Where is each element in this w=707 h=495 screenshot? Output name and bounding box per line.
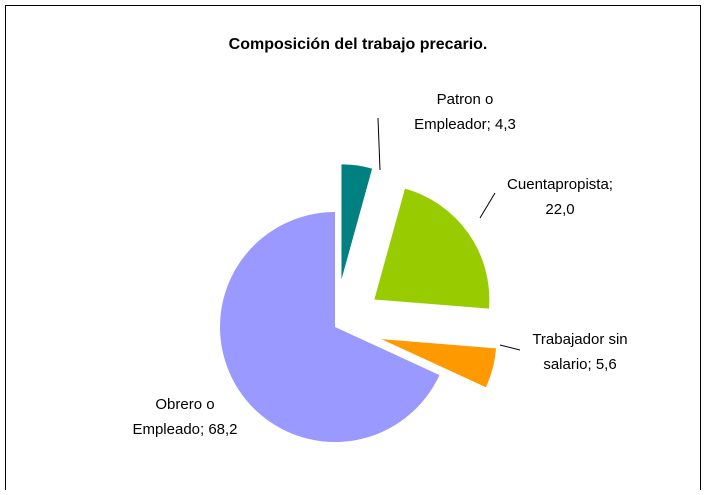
data-label: salario; 5,6 (543, 356, 616, 373)
pie-slice (341, 164, 373, 280)
data-label: Cuentapropista; (507, 176, 613, 193)
data-label: Patron o (437, 91, 494, 108)
chart-title: Composición del trabajo precario. (229, 36, 488, 53)
data-label: 22,0 (545, 201, 574, 218)
leader-line (377, 117, 381, 171)
data-label: Empleado; 68,2 (132, 421, 237, 438)
pie-slice (219, 212, 440, 442)
leader-line (499, 344, 521, 351)
leader-line (479, 192, 496, 219)
pie-slice (374, 188, 490, 309)
data-label: Trabajador sin (532, 331, 627, 348)
data-label: Obrero o (155, 396, 214, 413)
pie-slice (381, 339, 497, 388)
data-label: Empleador; 4,3 (414, 116, 516, 133)
